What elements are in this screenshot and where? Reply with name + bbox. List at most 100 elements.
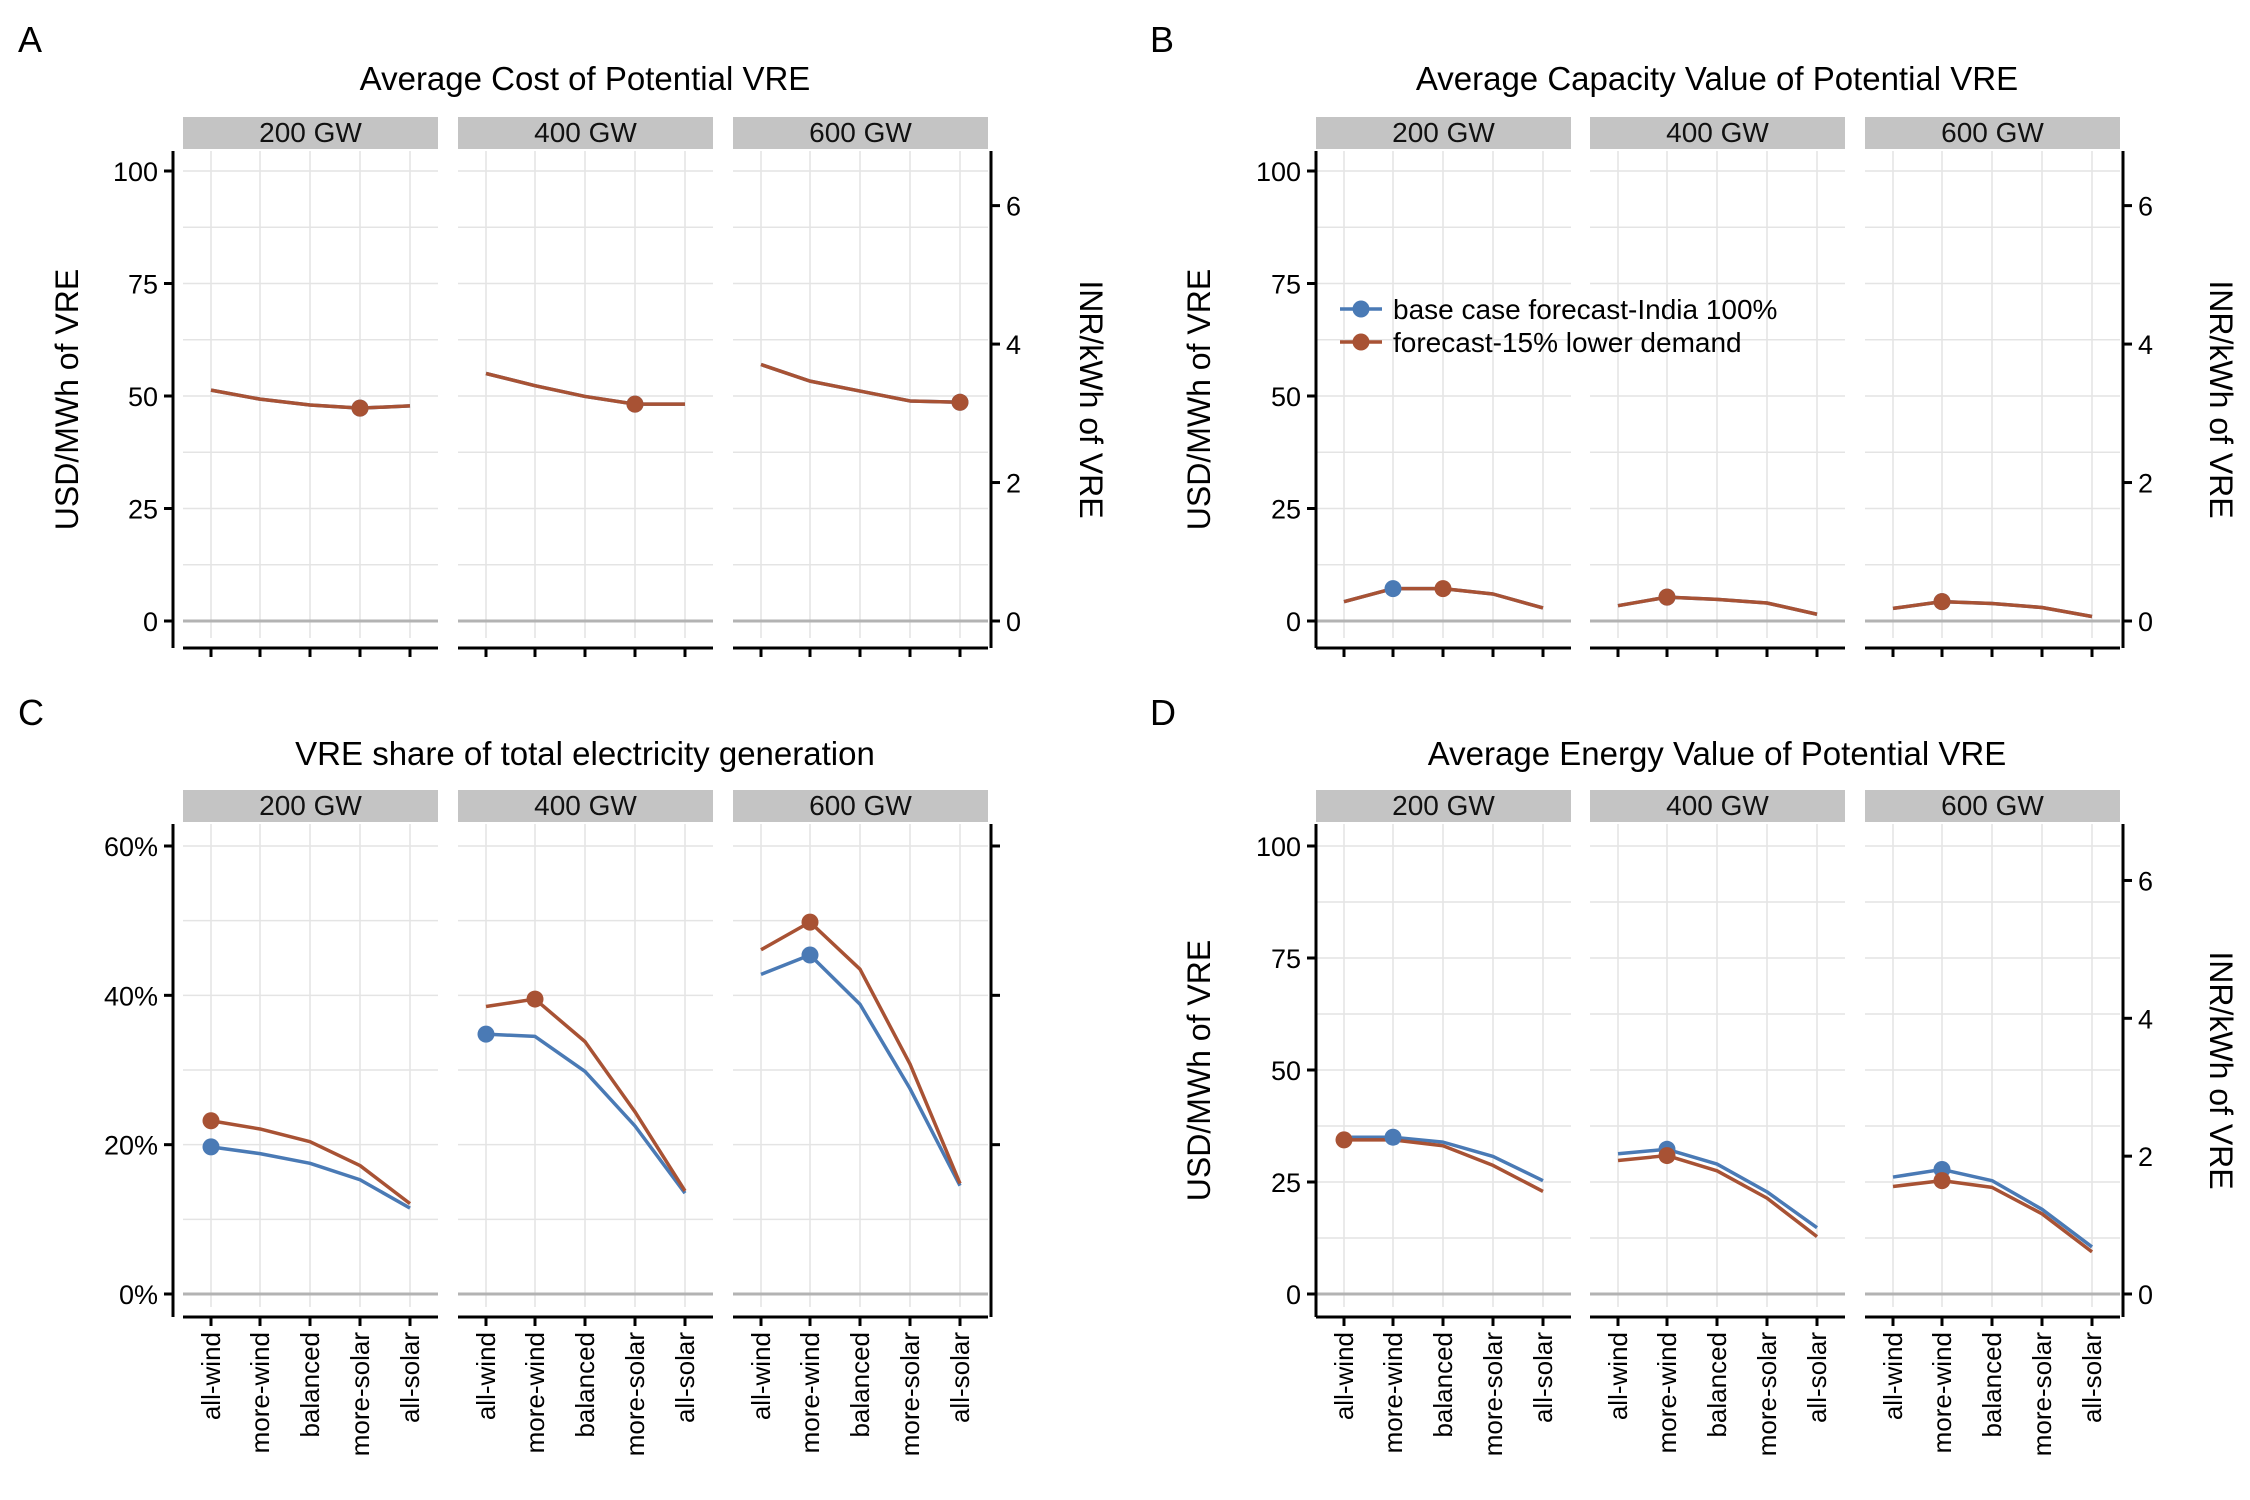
series-marker-low xyxy=(1658,588,1676,606)
y-tick-label: 20% xyxy=(104,1131,158,1161)
facet-200gw: 200 GW all-wind more-wind balanced more-sola… xyxy=(183,790,438,1456)
y-tick-label: 75 xyxy=(1271,944,1301,974)
series-line-low xyxy=(1892,599,2093,619)
y-tick-label: 50 xyxy=(128,382,158,412)
x-tick-label: all-solar xyxy=(1528,1332,1558,1423)
y-tick-label: 75 xyxy=(128,270,158,300)
x-tick-label: more-solar xyxy=(1478,1332,1508,1457)
panel-b: B Average Capacity Value of Potential VRE… xyxy=(1150,19,2239,657)
y2-tick-label: 6 xyxy=(2138,866,2153,896)
series-line-low xyxy=(1344,1138,1544,1193)
series-marker-low xyxy=(1335,1131,1353,1149)
series-marker-low xyxy=(951,393,969,411)
facet-600gw: 600 GW all-wind more-wind balanced more-sola… xyxy=(733,790,988,1456)
series-marker-base xyxy=(1384,580,1402,598)
series-marker-base xyxy=(477,1025,495,1043)
panel-letter: D xyxy=(1150,692,1176,733)
x-tick-label: more-solar xyxy=(895,1332,925,1457)
x-tick-label: more-wind xyxy=(520,1332,550,1453)
x-tick-label: more-solar xyxy=(345,1332,375,1457)
y2-tick-label: 4 xyxy=(2138,1004,2153,1034)
x-tick-label: all-solar xyxy=(670,1332,700,1423)
series-line-base xyxy=(1344,1135,1544,1183)
y2-axis-title: INR/kWh of VRE xyxy=(2203,951,2239,1189)
x-tick-label: more-wind xyxy=(795,1332,825,1453)
series-marker-low xyxy=(1658,1147,1676,1165)
facet-label: 600 GW xyxy=(1941,790,2044,821)
x-tick-label: balanced xyxy=(1702,1332,1732,1438)
y-axis-title: USD/MWh of VRE xyxy=(1181,940,1217,1201)
x-tick-label: balanced xyxy=(1977,1332,2007,1438)
series-line-base xyxy=(210,1145,411,1210)
y2-tick-label: 4 xyxy=(1006,330,1021,360)
x-tick-label: more-wind xyxy=(1652,1332,1682,1453)
series-line-low xyxy=(760,362,961,405)
legend-label: base case forecast-India 100% xyxy=(1393,294,1777,325)
series-marker-low xyxy=(526,990,544,1008)
series-line-low xyxy=(485,371,685,406)
facet-600gw: 600 GW all-wind more-wind balanced more-sola… xyxy=(1865,790,2120,1456)
y-tick-label: 40% xyxy=(104,981,158,1011)
facet-label: 200 GW xyxy=(259,117,362,148)
series-line-low xyxy=(1892,1178,2094,1254)
x-tick-label: all-wind xyxy=(471,1332,501,1420)
x-tick-label: all-wind xyxy=(196,1332,226,1420)
series-marker-low xyxy=(1933,593,1951,611)
facet-400gw: 400 GW xyxy=(458,117,713,657)
facet-label: 400 GW xyxy=(534,117,637,148)
y2-tick-label: 0 xyxy=(2138,1280,2153,1310)
x-tick-label: more-wind xyxy=(1927,1332,1957,1453)
facet-label: 400 GW xyxy=(1666,790,1769,821)
y-axis-title: USD/MWh of VRE xyxy=(49,269,85,530)
series-marker-low xyxy=(1933,1172,1951,1190)
y2-axis-title: INR/kWh of VRE xyxy=(2203,280,2239,518)
y-tick-label: 75 xyxy=(1271,270,1301,300)
x-tick-label: all-wind xyxy=(1603,1332,1633,1420)
y2-tick-label: 0 xyxy=(2138,607,2153,637)
y-tick-label: 60% xyxy=(104,832,158,862)
facet-strip xyxy=(183,117,438,149)
series-marker-low xyxy=(351,399,369,417)
facet-strip xyxy=(733,790,988,822)
x-tick-label: all-wind xyxy=(1878,1332,1908,1420)
y-tick-label: 100 xyxy=(1256,157,1301,187)
facet-400gw: 400 GW xyxy=(1590,117,1845,657)
series-line-base xyxy=(1892,1167,2094,1249)
facet-400gw: 400 GW all-wind more-wind balanced more-sola… xyxy=(458,790,713,1456)
facet-strip xyxy=(1316,117,1571,149)
y2-tick-label: 6 xyxy=(1006,192,1021,222)
y2-tick-label: 2 xyxy=(2138,1142,2153,1172)
legend-swatch-marker xyxy=(1352,333,1370,351)
y-tick-label: 50 xyxy=(1271,382,1301,412)
panel-letter: B xyxy=(1150,19,1174,60)
facet-strip xyxy=(1865,117,2120,149)
y2-axis-title: INR/kWh of VRE xyxy=(1073,280,1109,518)
y-tick-label: 100 xyxy=(1256,832,1301,862)
y-tick-label: 25 xyxy=(1271,1168,1301,1198)
x-tick-label: more-wind xyxy=(245,1332,275,1453)
series-line-low xyxy=(1617,595,1818,616)
x-tick-label: balanced xyxy=(845,1332,875,1438)
facet-600gw: 600 GW xyxy=(733,117,988,657)
y2-tick-label: 2 xyxy=(2138,469,2153,499)
y-tick-label: 25 xyxy=(128,495,158,525)
series-line-base xyxy=(485,1032,687,1195)
series-marker-low xyxy=(1434,580,1452,598)
facet-400gw: 400 GW all-wind more-wind balanced more-sola… xyxy=(1590,790,1845,1456)
facet-label: 600 GW xyxy=(809,117,912,148)
series-marker-base xyxy=(1384,1128,1402,1146)
x-tick-label: balanced xyxy=(1428,1332,1458,1438)
facet-label: 200 GW xyxy=(259,790,362,821)
panel-title: Average Cost of Potential VRE xyxy=(360,60,811,97)
y-axis-title: USD/MWh of VRE xyxy=(1181,269,1217,530)
facet-200gw: 200 GW all-wind more-wind balanced more-sola… xyxy=(1316,790,1571,1456)
facet-label: 600 GW xyxy=(809,790,912,821)
y-tick-label: 0 xyxy=(143,607,158,637)
x-tick-label: balanced xyxy=(570,1332,600,1438)
legend-label: forecast-15% lower demand xyxy=(1393,327,1742,358)
facet-strip xyxy=(458,117,713,149)
series-marker-low xyxy=(626,395,644,413)
panel-title: VRE share of total electricity generatio… xyxy=(295,735,875,772)
